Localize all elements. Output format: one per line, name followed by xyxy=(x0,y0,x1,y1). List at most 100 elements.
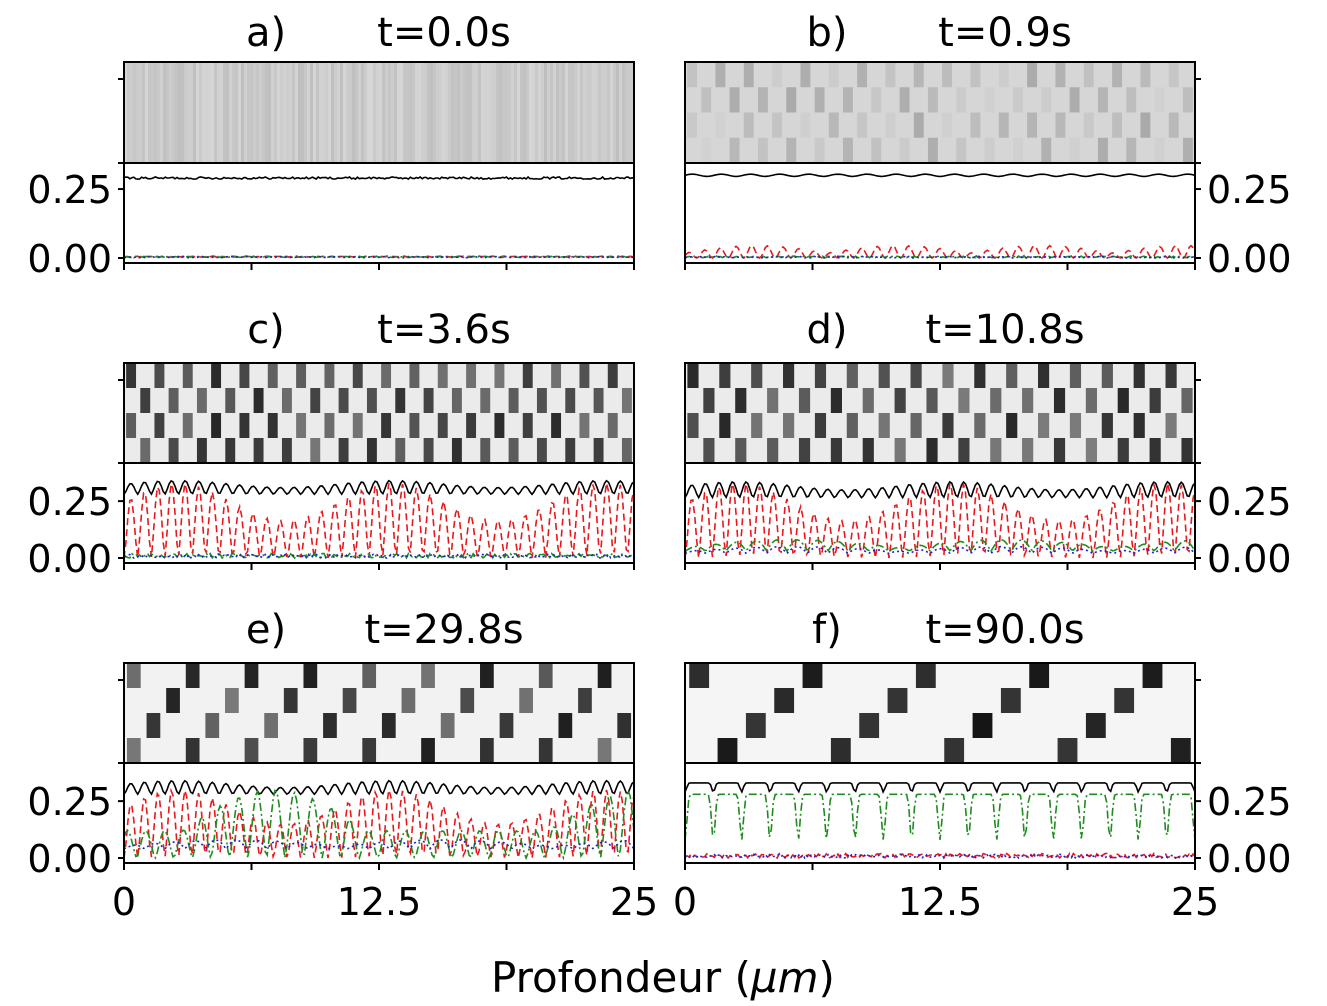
pattern-cell xyxy=(538,738,553,763)
series-line xyxy=(684,782,1196,795)
pattern-stripe xyxy=(280,62,283,163)
pattern-stripe xyxy=(610,62,613,163)
pattern-cell xyxy=(857,112,868,138)
pattern-stripe xyxy=(466,62,469,163)
pattern-cell xyxy=(522,413,533,438)
pattern-cell xyxy=(745,713,766,738)
pattern-cell xyxy=(597,738,612,763)
pattern-cell xyxy=(1000,688,1021,713)
pattern-cell xyxy=(1101,413,1113,438)
pattern-cell xyxy=(1069,87,1080,113)
pattern-stripe xyxy=(178,62,181,163)
pattern-cell xyxy=(565,438,576,463)
pattern-stripe xyxy=(190,62,193,163)
pattern-cell xyxy=(1168,62,1179,88)
pattern-cell xyxy=(915,663,936,688)
pattern-stripe xyxy=(256,62,259,163)
pattern-cell xyxy=(140,388,151,413)
pattern-stripe xyxy=(175,62,178,163)
panel-label: c) xyxy=(247,307,285,353)
pattern-cell xyxy=(423,438,434,463)
series-line xyxy=(123,175,635,181)
panel-f: f) t=90.0s 0.00 0.25 0 12.5 25 xyxy=(673,607,1292,924)
pattern-cell xyxy=(451,438,462,463)
pattern-cell xyxy=(362,663,377,688)
plot-lines xyxy=(684,782,1196,860)
pattern-cell xyxy=(998,112,1009,138)
pattern-cell xyxy=(126,363,137,388)
pattern-cell xyxy=(743,112,754,138)
pattern-cell xyxy=(264,713,278,738)
plot-lines xyxy=(123,779,635,861)
pattern-cell xyxy=(565,388,576,413)
pattern-cell xyxy=(1085,388,1097,413)
y-tick-label: 0.00 xyxy=(27,837,112,881)
pattern-cell xyxy=(757,137,768,163)
pattern-stripe xyxy=(358,62,361,163)
pattern-stripe xyxy=(409,62,412,163)
pattern-cell xyxy=(927,87,938,113)
pattern-stripe xyxy=(625,62,628,163)
pattern-cell xyxy=(1069,137,1080,163)
pattern-cell xyxy=(253,438,264,463)
pattern-cell xyxy=(1165,413,1177,438)
pattern-stripe xyxy=(607,62,610,163)
pattern-cell xyxy=(480,388,491,413)
pattern-cell xyxy=(899,87,910,113)
pattern-stripe xyxy=(337,62,340,163)
pattern-stripe xyxy=(286,62,289,163)
pattern-cell xyxy=(466,363,477,388)
pattern-cell xyxy=(451,388,462,413)
pattern-stripe xyxy=(328,62,331,163)
pattern-stripe xyxy=(430,62,433,163)
pattern-stripe xyxy=(433,62,436,163)
pattern-cell xyxy=(1140,112,1151,138)
pattern-stripe xyxy=(310,62,313,163)
pattern-cell xyxy=(551,413,562,438)
pattern-cell xyxy=(146,713,161,738)
pattern-cell xyxy=(338,438,349,463)
pattern-cell xyxy=(798,438,811,463)
pattern-cell xyxy=(140,438,151,463)
pattern-cell xyxy=(536,438,547,463)
pattern-cell xyxy=(558,713,573,738)
pattern-stripe xyxy=(154,62,157,163)
pattern-cell xyxy=(859,713,880,738)
pattern-stripe xyxy=(547,62,550,163)
pattern-stripe xyxy=(163,62,166,163)
x-tick-label: 12.5 xyxy=(898,880,983,924)
plot-lines xyxy=(684,173,1196,260)
pattern-cell xyxy=(1053,438,1066,463)
pattern-cell xyxy=(1006,413,1018,438)
pattern-cell xyxy=(1112,62,1123,88)
pattern-cell xyxy=(185,738,200,763)
pattern-stripe xyxy=(349,62,352,163)
pattern-stripe xyxy=(604,62,607,163)
pattern-stripe xyxy=(577,62,580,163)
pattern-stripe xyxy=(142,62,145,163)
pattern-stripe xyxy=(202,62,205,163)
pattern-cell xyxy=(480,663,494,688)
pattern-stripe xyxy=(352,62,355,163)
pattern-cell xyxy=(621,438,632,463)
pattern-stripe xyxy=(523,62,526,163)
pattern-stripe xyxy=(505,62,508,163)
pattern-stripe xyxy=(571,62,574,163)
pattern-stripe xyxy=(499,62,502,163)
pattern-cell xyxy=(899,137,910,163)
pattern-stripe xyxy=(622,62,625,163)
pattern-cell xyxy=(421,738,435,763)
pattern-cell xyxy=(1027,112,1038,138)
pattern-cell xyxy=(894,388,906,413)
pattern-cell xyxy=(480,738,494,763)
pattern-cell xyxy=(1012,137,1023,163)
pattern-stripe xyxy=(406,62,409,163)
pattern-cell xyxy=(1053,388,1066,413)
pattern-cell xyxy=(480,438,491,463)
pattern-cell xyxy=(283,688,298,713)
pattern-cell xyxy=(1133,363,1145,388)
panel-time: t=0.0s xyxy=(377,10,511,56)
pattern-cell xyxy=(522,363,533,388)
pattern-cell xyxy=(926,438,938,463)
pattern-cell xyxy=(862,388,874,413)
